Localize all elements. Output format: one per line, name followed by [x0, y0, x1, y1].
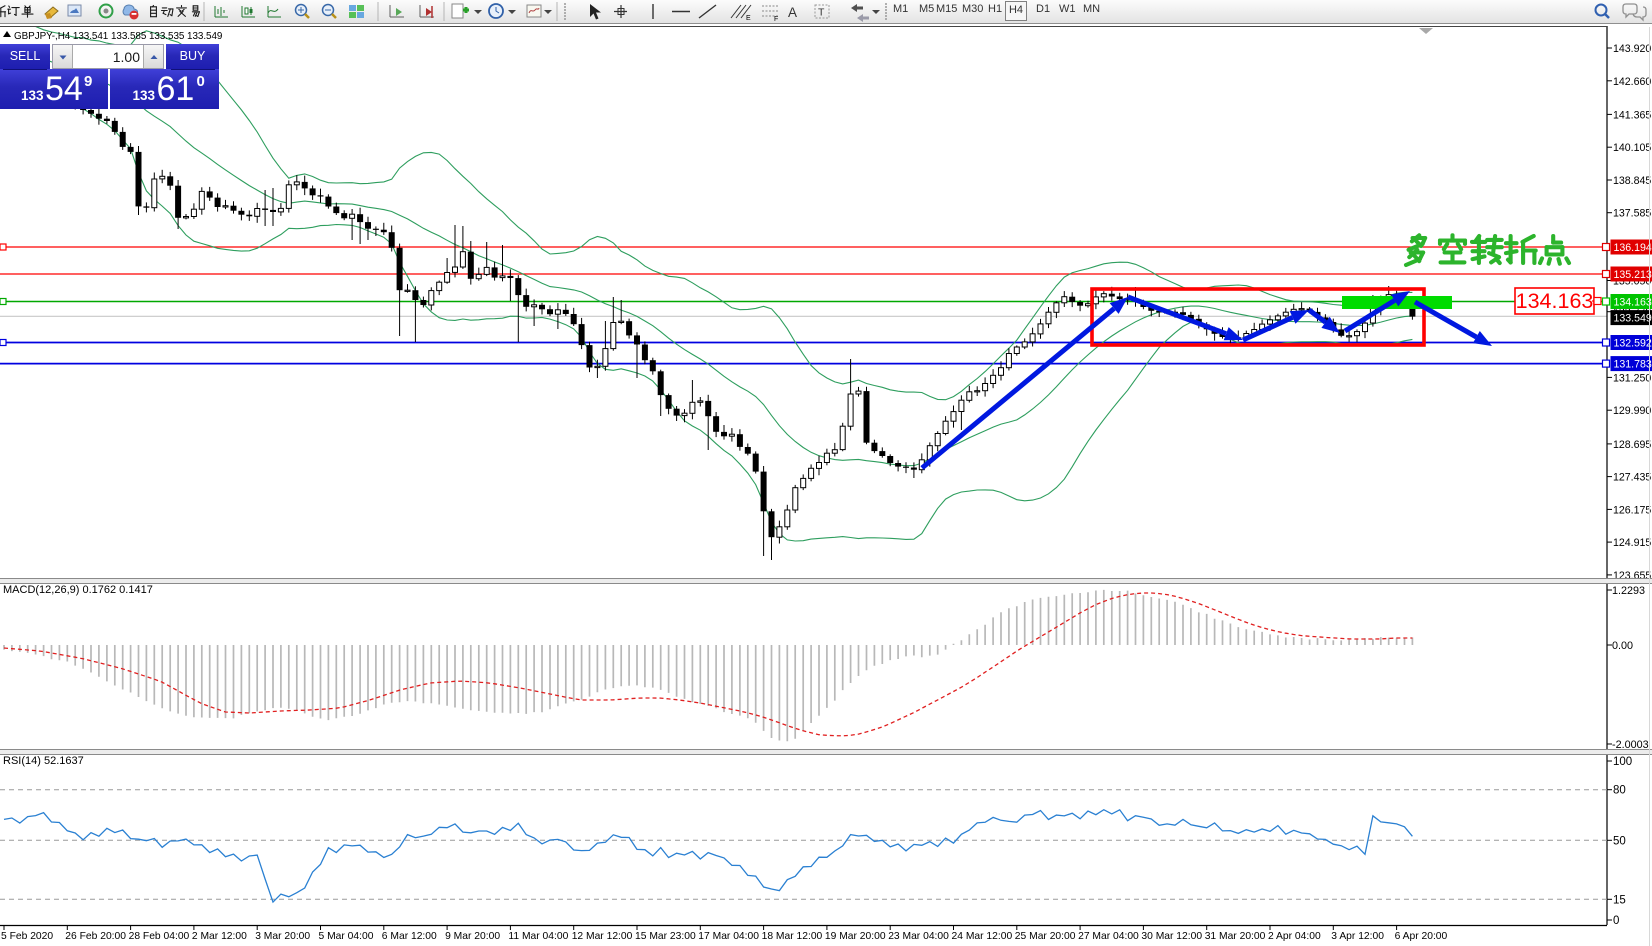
svg-text:6 Apr 20:00: 6 Apr 20:00 — [1395, 931, 1448, 942]
svg-text:27 Mar 04:00: 27 Mar 04:00 — [1078, 931, 1139, 942]
svg-text:A: A — [788, 5, 797, 20]
svg-text:0: 0 — [1613, 915, 1619, 927]
svg-text:3 Mar 20:00: 3 Mar 20:00 — [255, 931, 310, 942]
svg-text:135.213: 135.213 — [1614, 269, 1652, 281]
svg-text:11 Mar 04:00: 11 Mar 04:00 — [508, 931, 568, 942]
svg-text:140.105: 140.105 — [1613, 142, 1651, 154]
svg-text:100: 100 — [1613, 756, 1632, 768]
svg-text:23 Mar 04:00: 23 Mar 04:00 — [888, 931, 949, 942]
svg-text:134.163: 134.163 — [1516, 289, 1594, 313]
svg-text:137.585: 137.585 — [1613, 208, 1651, 220]
svg-text:128.695: 128.695 — [1613, 439, 1651, 451]
svg-text:143.920: 143.920 — [1613, 43, 1651, 55]
svg-text:5 Mar 04:00: 5 Mar 04:00 — [319, 931, 374, 942]
svg-text:131.783: 131.783 — [1614, 359, 1652, 371]
svg-text:-2.0003: -2.0003 — [1612, 739, 1649, 751]
svg-text:9 Mar 20:00: 9 Mar 20:00 — [445, 931, 500, 942]
svg-text:136.194: 136.194 — [1614, 242, 1652, 254]
svg-text:17 Mar 04:00: 17 Mar 04:00 — [698, 931, 759, 942]
svg-text:127.435: 127.435 — [1613, 472, 1651, 484]
svg-text:50: 50 — [1613, 835, 1626, 847]
svg-text:0.00: 0.00 — [1612, 640, 1633, 652]
svg-text:124.915: 124.915 — [1613, 537, 1651, 549]
svg-text:T: T — [818, 7, 825, 19]
svg-text:133.549: 133.549 — [1614, 313, 1652, 325]
svg-text:132.592: 132.592 — [1614, 338, 1652, 350]
svg-text:GBPJPY-,H4 133.541 133.585 13: GBPJPY-,H4 133.541 133.585 133.535 133.5… — [14, 31, 223, 42]
svg-text:E: E — [746, 15, 751, 22]
svg-text:30 Mar 12:00: 30 Mar 12:00 — [1141, 931, 1202, 942]
svg-text:MACD(12,26,9) 0.1762 0.1417: MACD(12,26,9) 0.1762 0.1417 — [3, 584, 153, 596]
svg-text:RSI(14) 52.1637: RSI(14) 52.1637 — [3, 755, 84, 767]
svg-text:31 Mar 20:00: 31 Mar 20:00 — [1205, 931, 1266, 942]
svg-text:15 Mar 23:00: 15 Mar 23:00 — [635, 931, 696, 942]
svg-text:12 Mar 12:00: 12 Mar 12:00 — [572, 931, 633, 942]
svg-text:1.2293: 1.2293 — [1612, 585, 1645, 597]
svg-text:26 Feb 20:00: 26 Feb 20:00 — [65, 931, 126, 942]
svg-text:19 Mar 20:00: 19 Mar 20:00 — [825, 931, 886, 942]
svg-text:5 Feb 2020: 5 Feb 2020 — [1, 931, 53, 942]
svg-text:3 Apr 12:00: 3 Apr 12:00 — [1331, 931, 1384, 942]
svg-text:15: 15 — [1613, 894, 1626, 906]
svg-text:141.365: 141.365 — [1613, 109, 1651, 121]
svg-text:F: F — [774, 16, 778, 23]
svg-text:24 Mar 12:00: 24 Mar 12:00 — [952, 931, 1013, 942]
svg-text:134.163: 134.163 — [1614, 297, 1652, 309]
svg-text:126.175: 126.175 — [1613, 504, 1651, 516]
svg-text:142.660: 142.660 — [1613, 76, 1651, 88]
svg-text:18 Mar 12:00: 18 Mar 12:00 — [762, 931, 823, 942]
svg-text:131.250: 131.250 — [1613, 372, 1651, 384]
svg-text:80: 80 — [1613, 785, 1626, 797]
svg-text:28 Feb 04:00: 28 Feb 04:00 — [129, 931, 190, 942]
svg-text:138.845: 138.845 — [1613, 175, 1651, 187]
svg-text:25 Mar 20:00: 25 Mar 20:00 — [1015, 931, 1076, 942]
svg-text:2 Apr 04:00: 2 Apr 04:00 — [1268, 931, 1321, 942]
svg-text:2 Mar 12:00: 2 Mar 12:00 — [192, 931, 247, 942]
svg-text:129.990: 129.990 — [1613, 405, 1651, 417]
svg-text:6 Mar 12:00: 6 Mar 12:00 — [382, 931, 437, 942]
